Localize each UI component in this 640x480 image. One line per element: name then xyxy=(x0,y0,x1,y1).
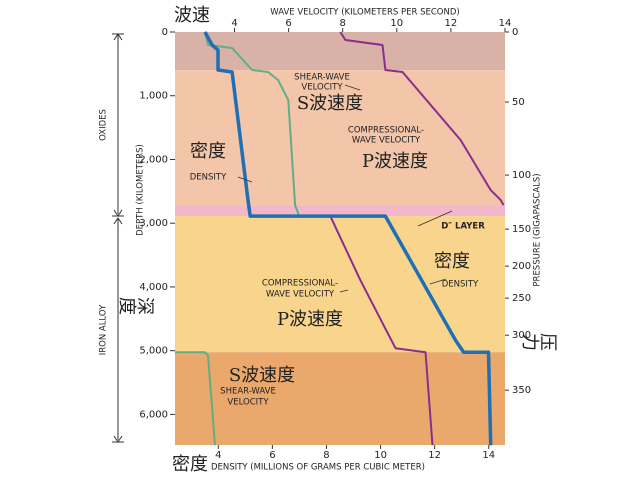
y-tick-label: 2,000 xyxy=(139,154,168,165)
region-label: OXIDES xyxy=(99,109,109,141)
y2-tick-label: 200 xyxy=(512,261,531,272)
annotation: COMPRESSIONAL- xyxy=(348,126,424,136)
y-tick-label: 6,000 xyxy=(139,409,168,420)
annotation: P波速度 xyxy=(362,151,428,172)
x2-tick-label: 6 xyxy=(269,450,275,461)
y2-tick-label: 100 xyxy=(512,170,531,181)
y2-tick-label: 250 xyxy=(512,293,531,304)
leader-line xyxy=(344,84,361,91)
y-tick-label: 5,000 xyxy=(139,346,168,357)
x-tick-label: 4 xyxy=(231,18,237,29)
leader-line xyxy=(237,176,253,183)
x-tick-label: 6 xyxy=(285,18,291,29)
layer xyxy=(175,352,505,445)
y-tick-label: 3,000 xyxy=(139,218,168,229)
annotation: SHEAR-WAVE xyxy=(294,73,350,83)
x-axis-title: WAVE VELOCITY (KILOMETERS PER SECOND) xyxy=(270,8,459,18)
y-tick-label: 0 xyxy=(162,27,168,38)
x2-tick-label: 12 xyxy=(428,450,441,461)
y2-axis-title: PRESSURE (GIGAPASCALS) xyxy=(533,173,543,286)
region-brackets xyxy=(112,33,124,443)
region-label: IRON ALLOY xyxy=(99,304,109,355)
y2-tick-label: 50 xyxy=(512,97,525,108)
x-tick-label: 10 xyxy=(390,18,403,29)
chart-title: 波速 xyxy=(174,5,210,26)
annotation: VELOCITY xyxy=(227,398,269,408)
x-tick-label: 8 xyxy=(340,18,346,29)
y-title: 深度 xyxy=(119,294,155,315)
y2-tick-label: 350 xyxy=(512,385,531,396)
annotation: 密度 xyxy=(190,141,226,162)
x2-tick-label: 8 xyxy=(323,450,329,461)
layer xyxy=(175,32,505,71)
annotation: COMPRESSIONAL- xyxy=(262,279,338,289)
annotation: WAVE VELOCITY xyxy=(352,136,421,146)
y2-tick-label: 150 xyxy=(512,224,531,235)
x2-tick-label: 14 xyxy=(482,450,495,461)
leader-line xyxy=(417,210,453,227)
annotation: D″ LAYER xyxy=(441,222,485,232)
annotation: S波速度 xyxy=(229,365,295,386)
series-line xyxy=(203,31,493,446)
annotation: P波速度 xyxy=(277,309,343,330)
x2-title: 密度 xyxy=(172,454,208,475)
y2-tick-label: 0 xyxy=(512,27,518,38)
annotation: SHEAR-WAVE xyxy=(220,387,276,397)
layer xyxy=(175,70,505,206)
series-line xyxy=(329,31,505,446)
y-tick-label: 4,000 xyxy=(139,282,168,293)
layer xyxy=(175,205,505,217)
annotation: WAVE VELOCITY xyxy=(266,290,335,300)
y2-tick-label: 300 xyxy=(512,330,531,341)
annotation: VELOCITY xyxy=(301,83,343,93)
annotation: S波速度 xyxy=(297,93,363,114)
x-tick-label: 14 xyxy=(499,18,512,29)
x2-tick-label: 10 xyxy=(374,450,387,461)
annotation: 密度 xyxy=(434,251,470,272)
y-axis-title: DEPTH (KILOMETERS) xyxy=(136,144,146,236)
annotation: DENSITY xyxy=(442,280,479,290)
series-line xyxy=(175,31,301,446)
x-tick-label: 12 xyxy=(445,18,458,29)
leader-line xyxy=(429,278,447,285)
leader-line xyxy=(339,289,349,293)
y-tick-label: 1,000 xyxy=(139,91,168,102)
x2-axis-title: DENSITY (MILLIONS OF GRAMS PER CUBIC MET… xyxy=(211,463,425,473)
annotation: DENSITY xyxy=(190,173,227,183)
x2-tick-label: 4 xyxy=(215,450,221,461)
y2-title: 压力 xyxy=(522,330,558,351)
